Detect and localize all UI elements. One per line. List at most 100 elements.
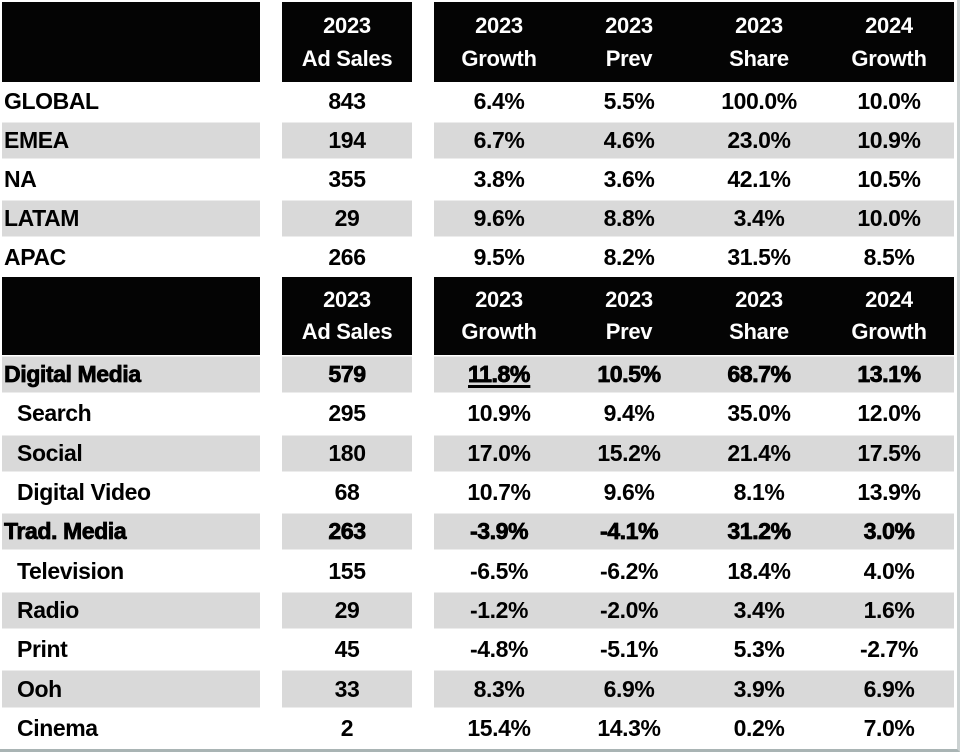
regions-header-metrics-cell: 2023 Growth 2023 Prev 2023 Share 2024 Gr…: [434, 2, 954, 82]
table-row-television: Television 155 -6.5% -6.2% 18.4% 4.0%: [2, 551, 954, 590]
share-2023-value: 8.1%: [733, 479, 785, 506]
column-gap: [412, 238, 434, 277]
prev-2023-value: 3.6%: [603, 166, 655, 192]
growth-2024-value: 8.5%: [863, 244, 915, 270]
table-row-trad-media: Trad. Media 263 -3.9% -4.1% 31.2% 3.0%: [2, 512, 954, 552]
regions-body: GLOBAL 843 6.4% 5.5% 100.0% 10.0% EMEA 194 6.7% 4…: [2, 82, 957, 277]
metrics-values: 10.7% 9.6% 8.1% 13.9%: [434, 473, 954, 512]
header-prev-2023-year: 2023: [605, 287, 653, 312]
growth-2023-value: 9.6%: [473, 205, 525, 231]
table-row-print: Print 45 -4.8% -5.1% 5.3% -2.7%: [2, 630, 954, 669]
ad-sales-value: 355: [328, 166, 366, 192]
prev-2023-value: -6.2%: [599, 557, 659, 584]
share-2023-value: 100.0%: [721, 88, 797, 114]
column-gap: [412, 277, 434, 355]
table-row-digital-video: Digital Video 68 10.7% 9.6% 8.1% 13.9%: [2, 473, 954, 512]
row-label: Cinema: [17, 714, 98, 741]
metrics-values: 15.4% 14.3% 0.2% 7.0%: [434, 709, 954, 748]
regions-section: 2023 Ad Sales 2023 Growth 2023 Prev 2023…: [2, 2, 957, 277]
metrics-values: 17.0% 15.2% 21.4% 17.5%: [434, 433, 954, 473]
ad-sales-value: 579: [282, 355, 412, 395]
column-gap: [260, 591, 282, 630]
prev-2023-value: -4.1%: [599, 518, 659, 545]
prev-2023-value: 5.5%: [603, 88, 655, 114]
header-growth-2024-year: 2024: [865, 287, 913, 312]
header-share-2023-label: Share: [729, 45, 789, 71]
table-row-latam: LATAM 29 9.6% 8.8% 3.4% 10.0%: [2, 199, 954, 238]
prev-2023-value: 8.8%: [603, 205, 655, 231]
row-label: Digital Media: [2, 355, 260, 395]
row-label: Ooh: [2, 669, 260, 709]
header-growth-2023-cell: 2023 Growth: [434, 2, 564, 82]
column-gap: [412, 355, 434, 394]
growth-2023-value: -4.8%: [469, 636, 529, 663]
regions-header-ad-sales-cell: 2023 Ad Sales: [282, 2, 412, 82]
growth-2024-value: 6.9%: [863, 675, 915, 702]
column-gap: [260, 2, 282, 82]
ad-sales-value: 45: [334, 636, 360, 663]
growth-2024-value: 10.5%: [857, 166, 921, 192]
ad-sales-value: 68: [334, 479, 360, 506]
ad-sales-value: 263: [282, 512, 412, 552]
column-gap: [412, 2, 434, 82]
header-growth-2024-label: Growth: [851, 319, 927, 344]
metrics-values: -3.9% -4.1% 31.2% 3.0%: [434, 512, 954, 552]
table-row-digital-media: Digital Media 579 11.8% 10.5% 68.7% 13.1%: [2, 355, 954, 395]
column-gap: [260, 238, 282, 277]
column-gap: [412, 709, 434, 748]
metrics-values: -1.2% -2.0% 3.4% 1.6%: [434, 590, 954, 631]
table-row-apac: APAC 266 9.5% 8.2% 31.5% 8.5%: [2, 238, 954, 277]
share-2023-value: 31.5%: [727, 244, 791, 270]
column-gap: [412, 512, 434, 551]
ad-sales-value: 155: [328, 557, 366, 584]
share-2023-value: 23.0%: [727, 127, 791, 153]
header-prev-2023-label: Prev: [605, 45, 653, 71]
media-section: 2023 Ad Sales 2023 Growth 2023 Prev 2023…: [2, 277, 957, 748]
ad-sales-value: 266: [328, 244, 366, 270]
table-row-cinema: Cinema 2 15.4% 14.3% 0.2% 7.0%: [2, 709, 954, 748]
share-2023-value: 0.2%: [733, 714, 785, 741]
column-gap: [260, 434, 282, 473]
column-gap: [412, 121, 434, 160]
metrics-values: 6.7% 4.6% 23.0% 10.9%: [434, 121, 954, 160]
growth-2023-value: 6.4%: [473, 88, 525, 114]
column-gap: [412, 394, 434, 433]
growth-2024-value: 1.6%: [863, 596, 915, 623]
growth-2024-value: -2.7%: [859, 636, 919, 663]
header-growth-2023-year: 2023: [475, 12, 523, 38]
growth-2024-value: 10.0%: [857, 205, 921, 231]
share-2023-value: 18.4%: [727, 557, 791, 584]
ad-sales-value: 29: [282, 199, 412, 238]
metrics-values: 9.6% 8.8% 3.4% 10.0%: [434, 199, 954, 238]
prev-2023-value: 6.9%: [603, 675, 655, 702]
growth-2024-value: 12.0%: [857, 400, 921, 427]
growth-2024-value: 7.0%: [863, 714, 915, 741]
metrics-values: 11.8% 10.5% 68.7% 13.1%: [434, 355, 954, 395]
growth-2023-value: -1.2%: [469, 596, 529, 623]
header-share-2023-cell: 2023 Share: [694, 2, 824, 82]
ad-sales-value: 295: [328, 400, 366, 427]
growth-2024-value: 13.9%: [857, 479, 921, 506]
row-label: Radio: [2, 590, 260, 631]
column-gap: [412, 551, 434, 590]
header-growth-2024-year: 2024: [865, 12, 913, 38]
prev-2023-value: 15.2%: [597, 439, 661, 466]
growth-2023-value: 11.8%: [468, 361, 531, 388]
row-label: Trad. Media: [2, 512, 260, 552]
ad-sales-value: 180: [282, 433, 412, 473]
header-growth-2023-label: Growth: [461, 319, 537, 344]
growth-2023-value: 6.7%: [473, 127, 525, 153]
row-label: Digital Video: [17, 479, 151, 506]
growth-2024-value: 3.0%: [863, 518, 915, 545]
ad-sales-value: 194: [282, 121, 412, 160]
column-gap: [412, 199, 434, 238]
growth-2024-value: 10.9%: [857, 127, 921, 153]
header-share-2023-label: Share: [729, 319, 789, 344]
column-gap: [412, 669, 434, 708]
metrics-values: 8.3% 6.9% 3.9% 6.9%: [434, 669, 954, 709]
growth-2023-value: 15.4%: [467, 714, 531, 741]
metrics-values: -6.5% -6.2% 18.4% 4.0%: [434, 551, 954, 590]
growth-2023-value: 10.9%: [467, 400, 531, 427]
column-gap: [260, 630, 282, 669]
